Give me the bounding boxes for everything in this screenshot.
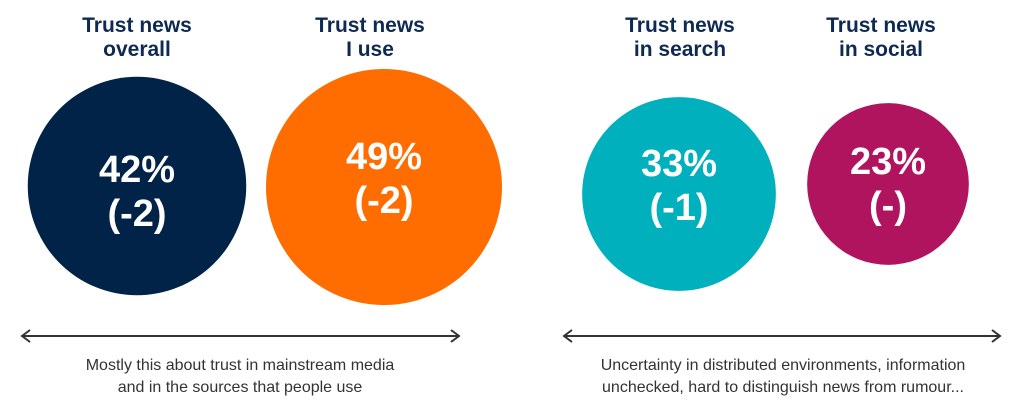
header-line: overall xyxy=(103,38,171,61)
header-i-use: Trust news I use xyxy=(270,14,470,62)
bubble-change-label: (-1) xyxy=(649,187,708,229)
bubble-circle xyxy=(27,76,247,296)
bubble-circle xyxy=(266,69,502,305)
header-line: Trust news xyxy=(625,14,735,37)
arrow-head-right-icon xyxy=(450,329,461,343)
caption-right: Uncertainty in distributed environments,… xyxy=(548,355,1018,399)
bubble-i-use: 49%(-2) xyxy=(266,69,502,305)
arrow-head-left-icon xyxy=(20,329,31,343)
arrow-head-left-icon xyxy=(562,329,573,343)
header-line: in social xyxy=(838,38,924,61)
header-overall: Trust news overall xyxy=(37,14,237,62)
header-search: Trust news in search xyxy=(580,14,780,62)
arrow-head-right-icon xyxy=(991,329,1002,343)
header-line: in search xyxy=(633,38,727,61)
caption-line: and in the sources that people use xyxy=(117,379,363,396)
header-line: Trust news xyxy=(315,14,425,37)
bubble-value-label: 49% xyxy=(346,136,422,178)
bubble-change-label: (-2) xyxy=(107,193,166,235)
header-social: Trust news in social xyxy=(781,14,981,62)
bubble-change-label: (-2) xyxy=(354,180,413,222)
bubble-social: 23%(-) xyxy=(807,103,969,265)
arrow-right xyxy=(562,329,1002,343)
arrow-left xyxy=(20,329,461,343)
header-line: Trust news xyxy=(82,14,192,37)
bubble-value-label: 33% xyxy=(641,143,717,185)
bubble-overall: 42%(-2) xyxy=(27,76,247,296)
caption-line: unchecked, hard to distinguish news from… xyxy=(602,379,964,396)
bubble-circle xyxy=(582,97,776,291)
bubble-value-label: 23% xyxy=(850,141,926,183)
bubble-change-label: (-) xyxy=(869,185,907,227)
bubble-value-label: 42% xyxy=(99,149,175,191)
header-line: Trust news xyxy=(826,14,936,37)
caption-line: Uncertainty in distributed environments,… xyxy=(600,357,966,374)
bubble-search: 33%(-1) xyxy=(582,97,776,291)
caption-line: Mostly this about trust in mainstream me… xyxy=(85,357,395,374)
caption-left: Mostly this about trust in mainstream me… xyxy=(20,355,460,399)
header-line: I use xyxy=(346,38,394,61)
bubble-circle xyxy=(807,103,969,265)
